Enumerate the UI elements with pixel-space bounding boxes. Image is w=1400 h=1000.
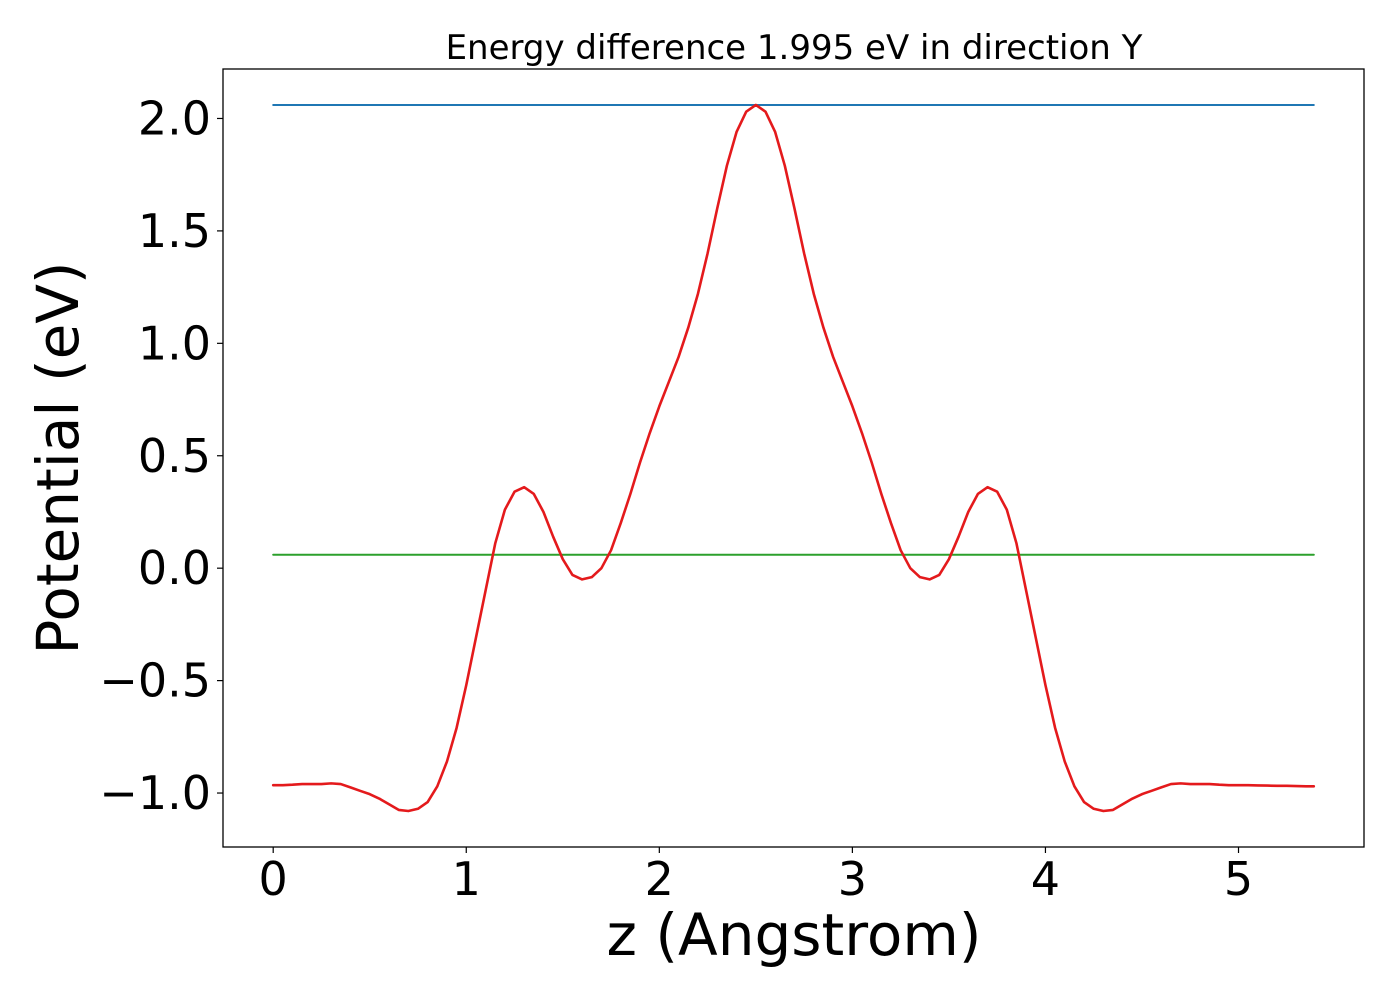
x-tick-label: 2 [645, 852, 674, 906]
x-axis-label: z (Angstrom) [607, 901, 982, 969]
y-tick-label: 1.0 [138, 316, 211, 370]
y-tick-label: 0.0 [138, 541, 211, 595]
series-line-2 [271, 103, 1316, 813]
plot-layer [271, 103, 1316, 813]
y-axis-ticks: −1.0 −0.5 0.0 0.5 1.0 1.5 2.0 [99, 91, 223, 820]
y-tick-label: −1.0 [99, 766, 211, 820]
x-tick-label: 1 [452, 852, 481, 906]
x-tick-label: 3 [838, 852, 867, 906]
y-axis-label: Potential (eV) [24, 261, 92, 654]
x-tick-label: 4 [1031, 852, 1060, 906]
y-tick-label: 2.0 [138, 91, 211, 145]
y-tick-label: 1.5 [138, 204, 211, 258]
y-tick-label: 0.5 [138, 429, 211, 483]
x-tick-label: 0 [259, 852, 288, 906]
x-tick-label: 5 [1224, 852, 1253, 906]
x-axis-ticks: 0 1 2 3 4 5 [259, 847, 1253, 906]
y-tick-label: −0.5 [99, 654, 211, 708]
plot-frame [222, 68, 1365, 848]
chart-title: Energy difference 1.995 eV in direction … [446, 28, 1143, 68]
